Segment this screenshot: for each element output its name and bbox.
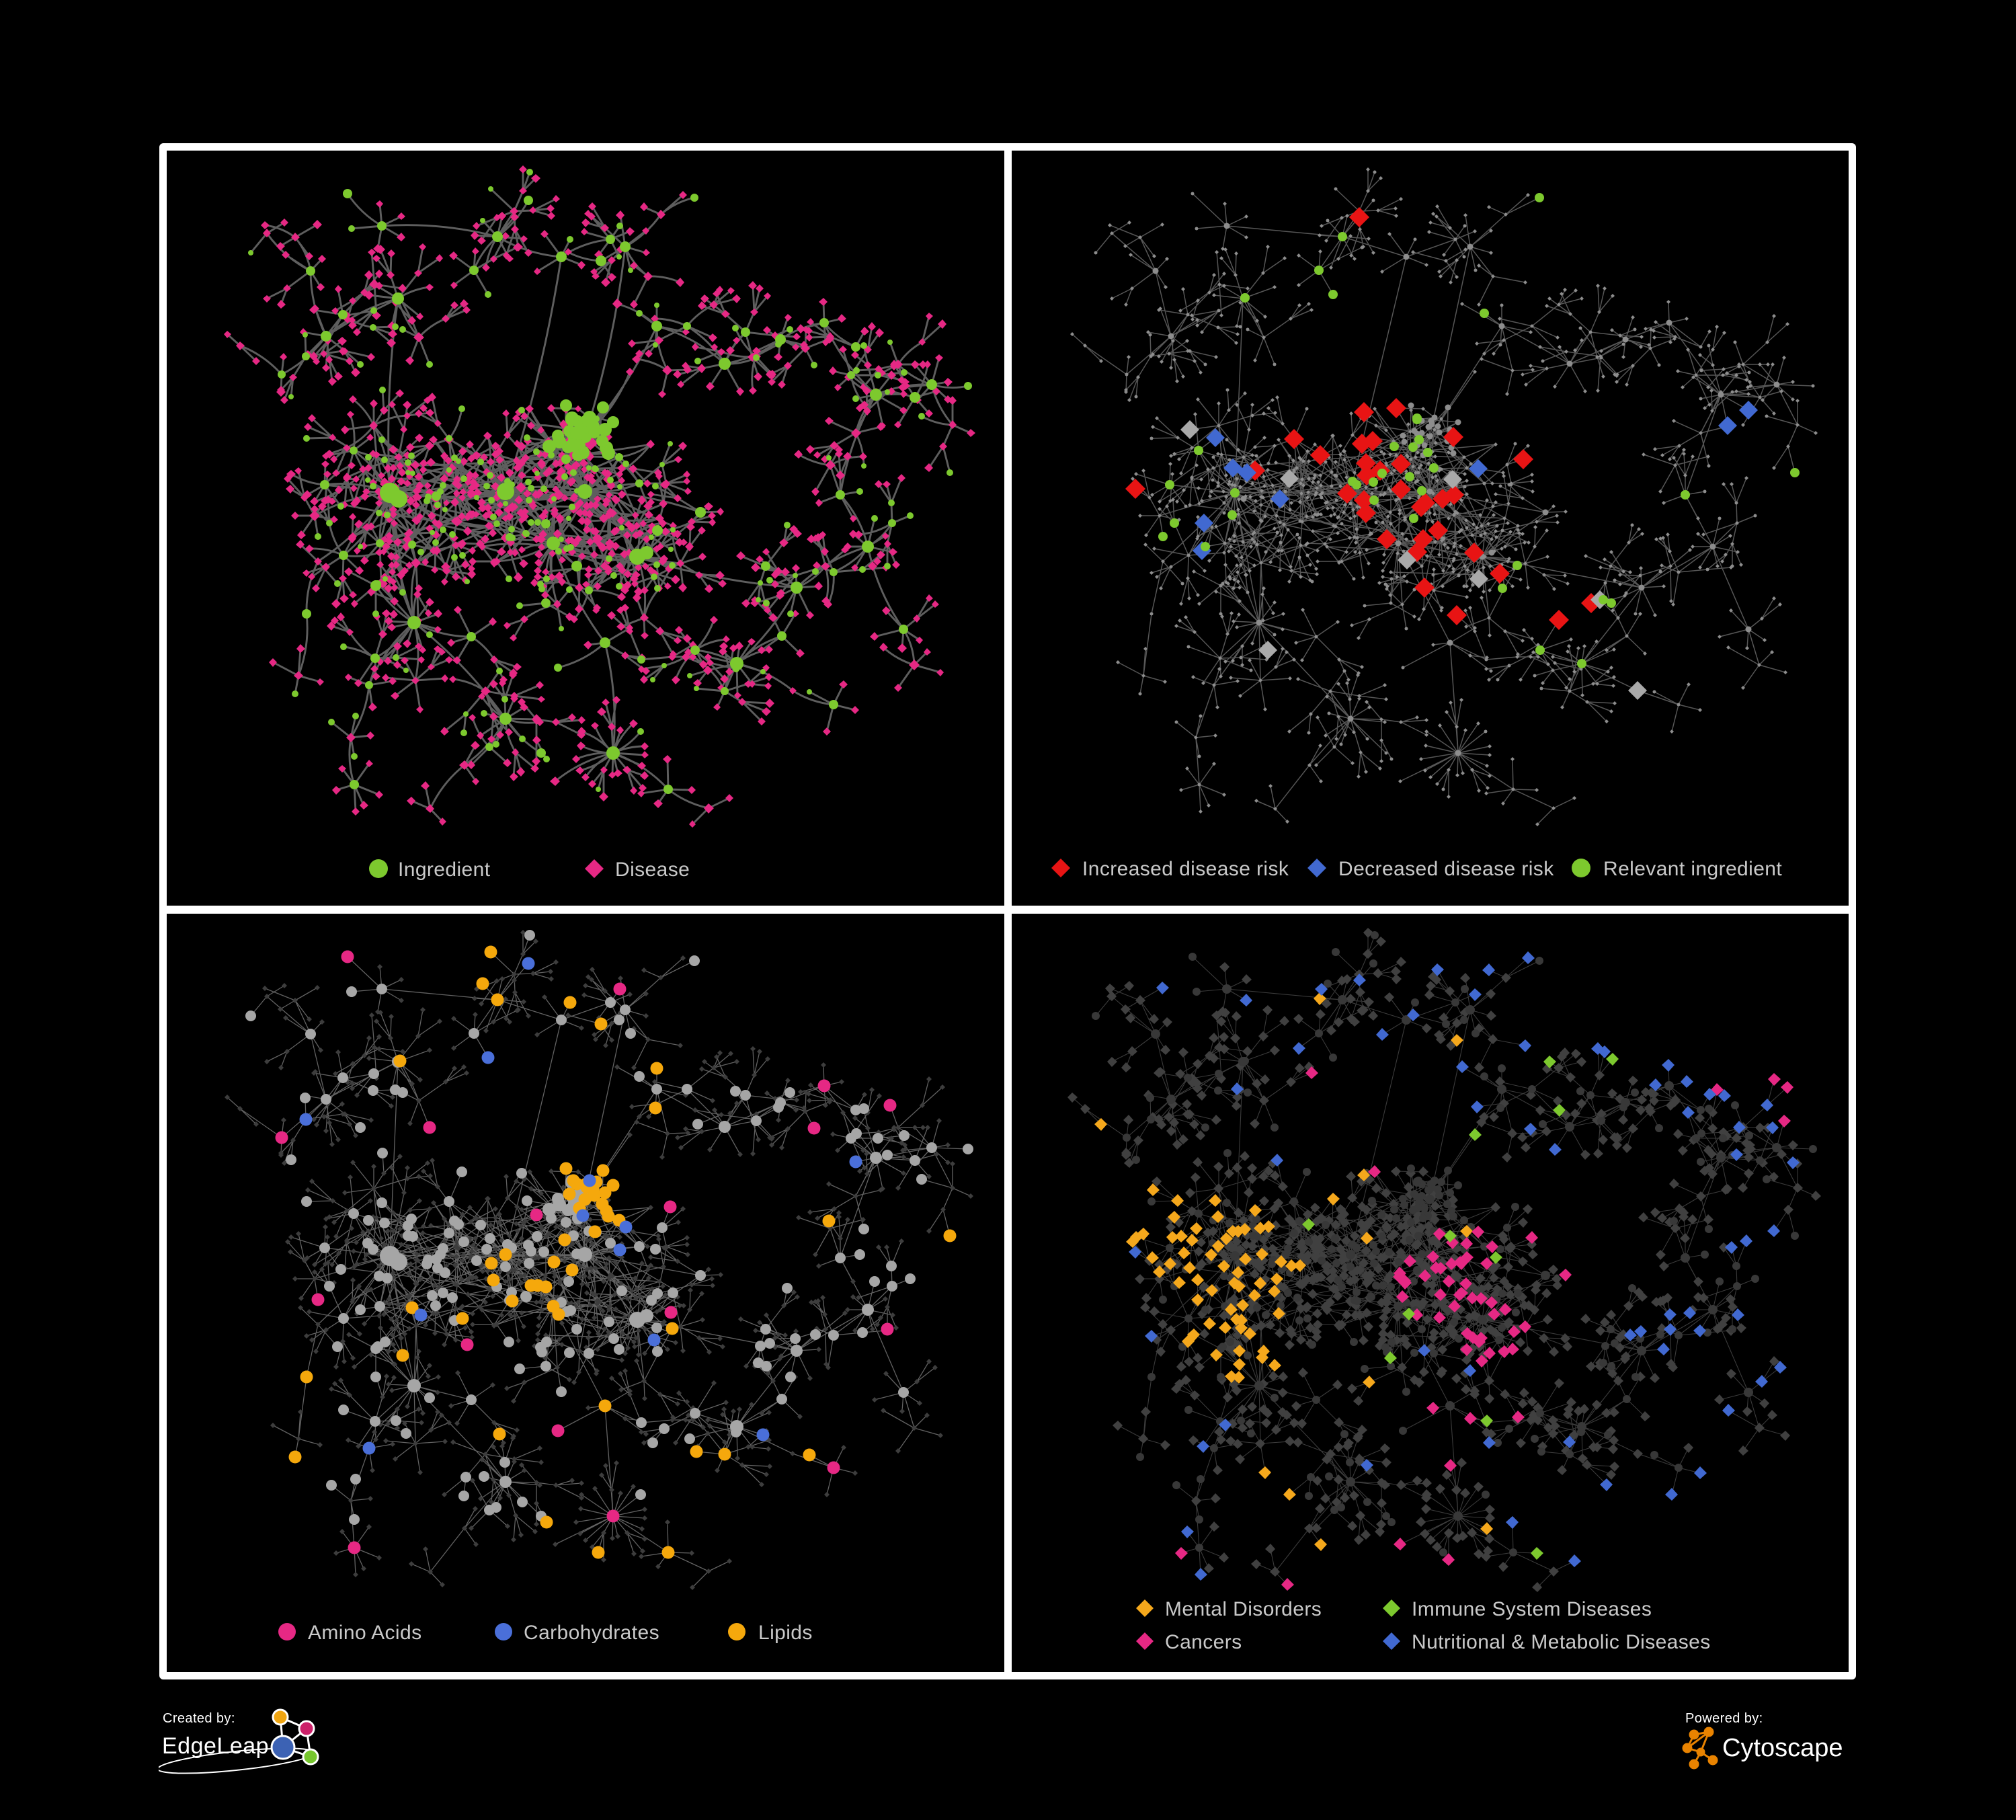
svg-text:Amino Acids: Amino Acids xyxy=(308,1622,421,1644)
svg-text:Cancers: Cancers xyxy=(1165,1631,1242,1653)
svg-text:Disease: Disease xyxy=(615,859,690,881)
svg-text:Ingredient: Ingredient xyxy=(398,859,491,881)
svg-text:Mental Disorders: Mental Disorders xyxy=(1165,1598,1322,1620)
svg-text:Immune System Diseases: Immune System Diseases xyxy=(1412,1598,1652,1620)
svg-text:Carbohydrates: Carbohydrates xyxy=(524,1622,659,1644)
svg-text:Decreased disease risk: Decreased disease risk xyxy=(1338,858,1554,880)
svg-text:Nutritional & Metabolic Diseas: Nutritional & Metabolic Diseases xyxy=(1412,1631,1711,1653)
svg-text:Cytoscape: Cytoscape xyxy=(1722,1734,1843,1762)
svg-text:EdgeLeap: EdgeLeap xyxy=(162,1733,269,1759)
svg-text:Increased disease risk: Increased disease risk xyxy=(1082,858,1289,880)
svg-text:Lipids: Lipids xyxy=(758,1622,813,1644)
svg-text:Relevant ingredient: Relevant ingredient xyxy=(1603,858,1782,880)
